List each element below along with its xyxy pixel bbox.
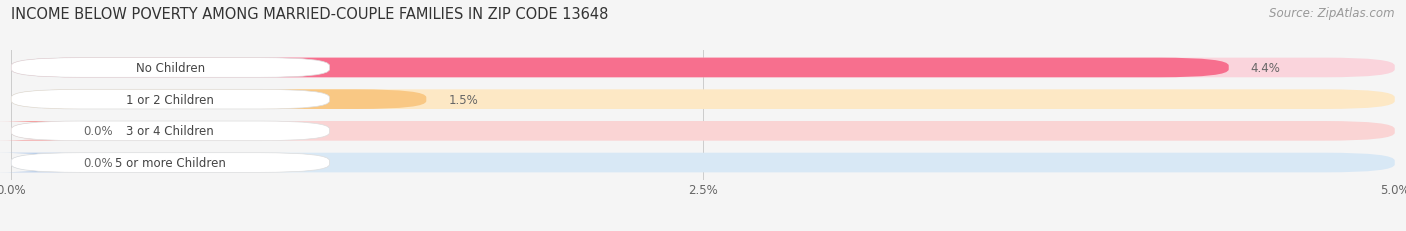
Text: 5 or more Children: 5 or more Children	[115, 156, 226, 169]
Text: 0.0%: 0.0%	[83, 156, 112, 169]
FancyBboxPatch shape	[11, 90, 329, 109]
FancyBboxPatch shape	[11, 58, 1229, 78]
FancyBboxPatch shape	[11, 122, 329, 141]
FancyBboxPatch shape	[11, 58, 1395, 78]
FancyBboxPatch shape	[0, 153, 80, 173]
FancyBboxPatch shape	[11, 153, 329, 173]
FancyBboxPatch shape	[11, 90, 426, 109]
Text: Source: ZipAtlas.com: Source: ZipAtlas.com	[1270, 7, 1395, 20]
FancyBboxPatch shape	[11, 122, 1395, 141]
FancyBboxPatch shape	[11, 90, 1395, 109]
Text: 4.4%: 4.4%	[1251, 62, 1281, 75]
FancyBboxPatch shape	[0, 122, 80, 141]
Text: 0.0%: 0.0%	[83, 125, 112, 138]
Text: 3 or 4 Children: 3 or 4 Children	[127, 125, 214, 138]
Text: No Children: No Children	[136, 62, 205, 75]
Text: 1 or 2 Children: 1 or 2 Children	[127, 93, 214, 106]
Text: 1.5%: 1.5%	[449, 93, 478, 106]
FancyBboxPatch shape	[11, 153, 1395, 173]
FancyBboxPatch shape	[11, 58, 329, 78]
Text: INCOME BELOW POVERTY AMONG MARRIED-COUPLE FAMILIES IN ZIP CODE 13648: INCOME BELOW POVERTY AMONG MARRIED-COUPL…	[11, 7, 609, 22]
